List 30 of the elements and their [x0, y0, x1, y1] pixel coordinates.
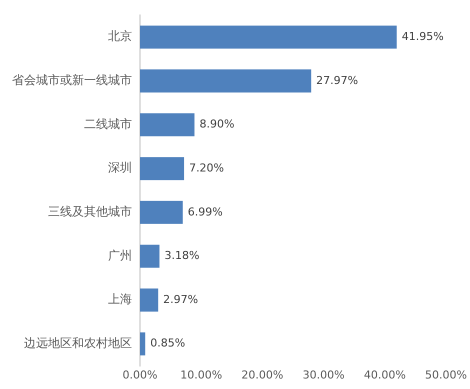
y-tick-label: 省会城市或新一线城市: [12, 73, 132, 88]
data-label: 2.97%: [163, 292, 198, 306]
data-label: 0.85%: [150, 336, 186, 350]
bar: [140, 113, 194, 136]
bar: [140, 288, 158, 312]
x-tick-label: 30.00%: [302, 368, 345, 382]
data-label: 27.97%: [316, 74, 358, 87]
x-tick-label: 0.00%: [122, 368, 158, 382]
y-tick-label: 北京: [108, 29, 132, 44]
y-tick-label: 深圳: [108, 160, 132, 175]
data-label: 41.95%: [402, 30, 444, 43]
data-label: 8.90%: [199, 118, 234, 131]
bar: [140, 244, 160, 268]
y-tick-label: 二线城市: [84, 116, 132, 131]
data-label: 6.99%: [188, 205, 223, 218]
x-tick-label: 40.00%: [364, 368, 406, 382]
x-tick-label: 50.00%: [425, 368, 467, 382]
data-label: 3.18%: [164, 249, 200, 262]
y-tick-label: 三线及其他城市: [48, 204, 132, 219]
y-tick-label: 上海: [108, 292, 132, 306]
y-tick-label: 边远地区和农村地区: [24, 336, 132, 350]
bar: [140, 69, 312, 92]
y-tick-label: 广州: [108, 248, 132, 262]
x-tick-label: 10.00%: [180, 368, 222, 382]
bar: [140, 200, 183, 224]
bar: [140, 26, 397, 49]
bar: [140, 332, 146, 356]
data-label: 7.20%: [189, 161, 224, 174]
bar: [140, 157, 184, 180]
x-tick-label: 20.00%: [241, 368, 284, 382]
